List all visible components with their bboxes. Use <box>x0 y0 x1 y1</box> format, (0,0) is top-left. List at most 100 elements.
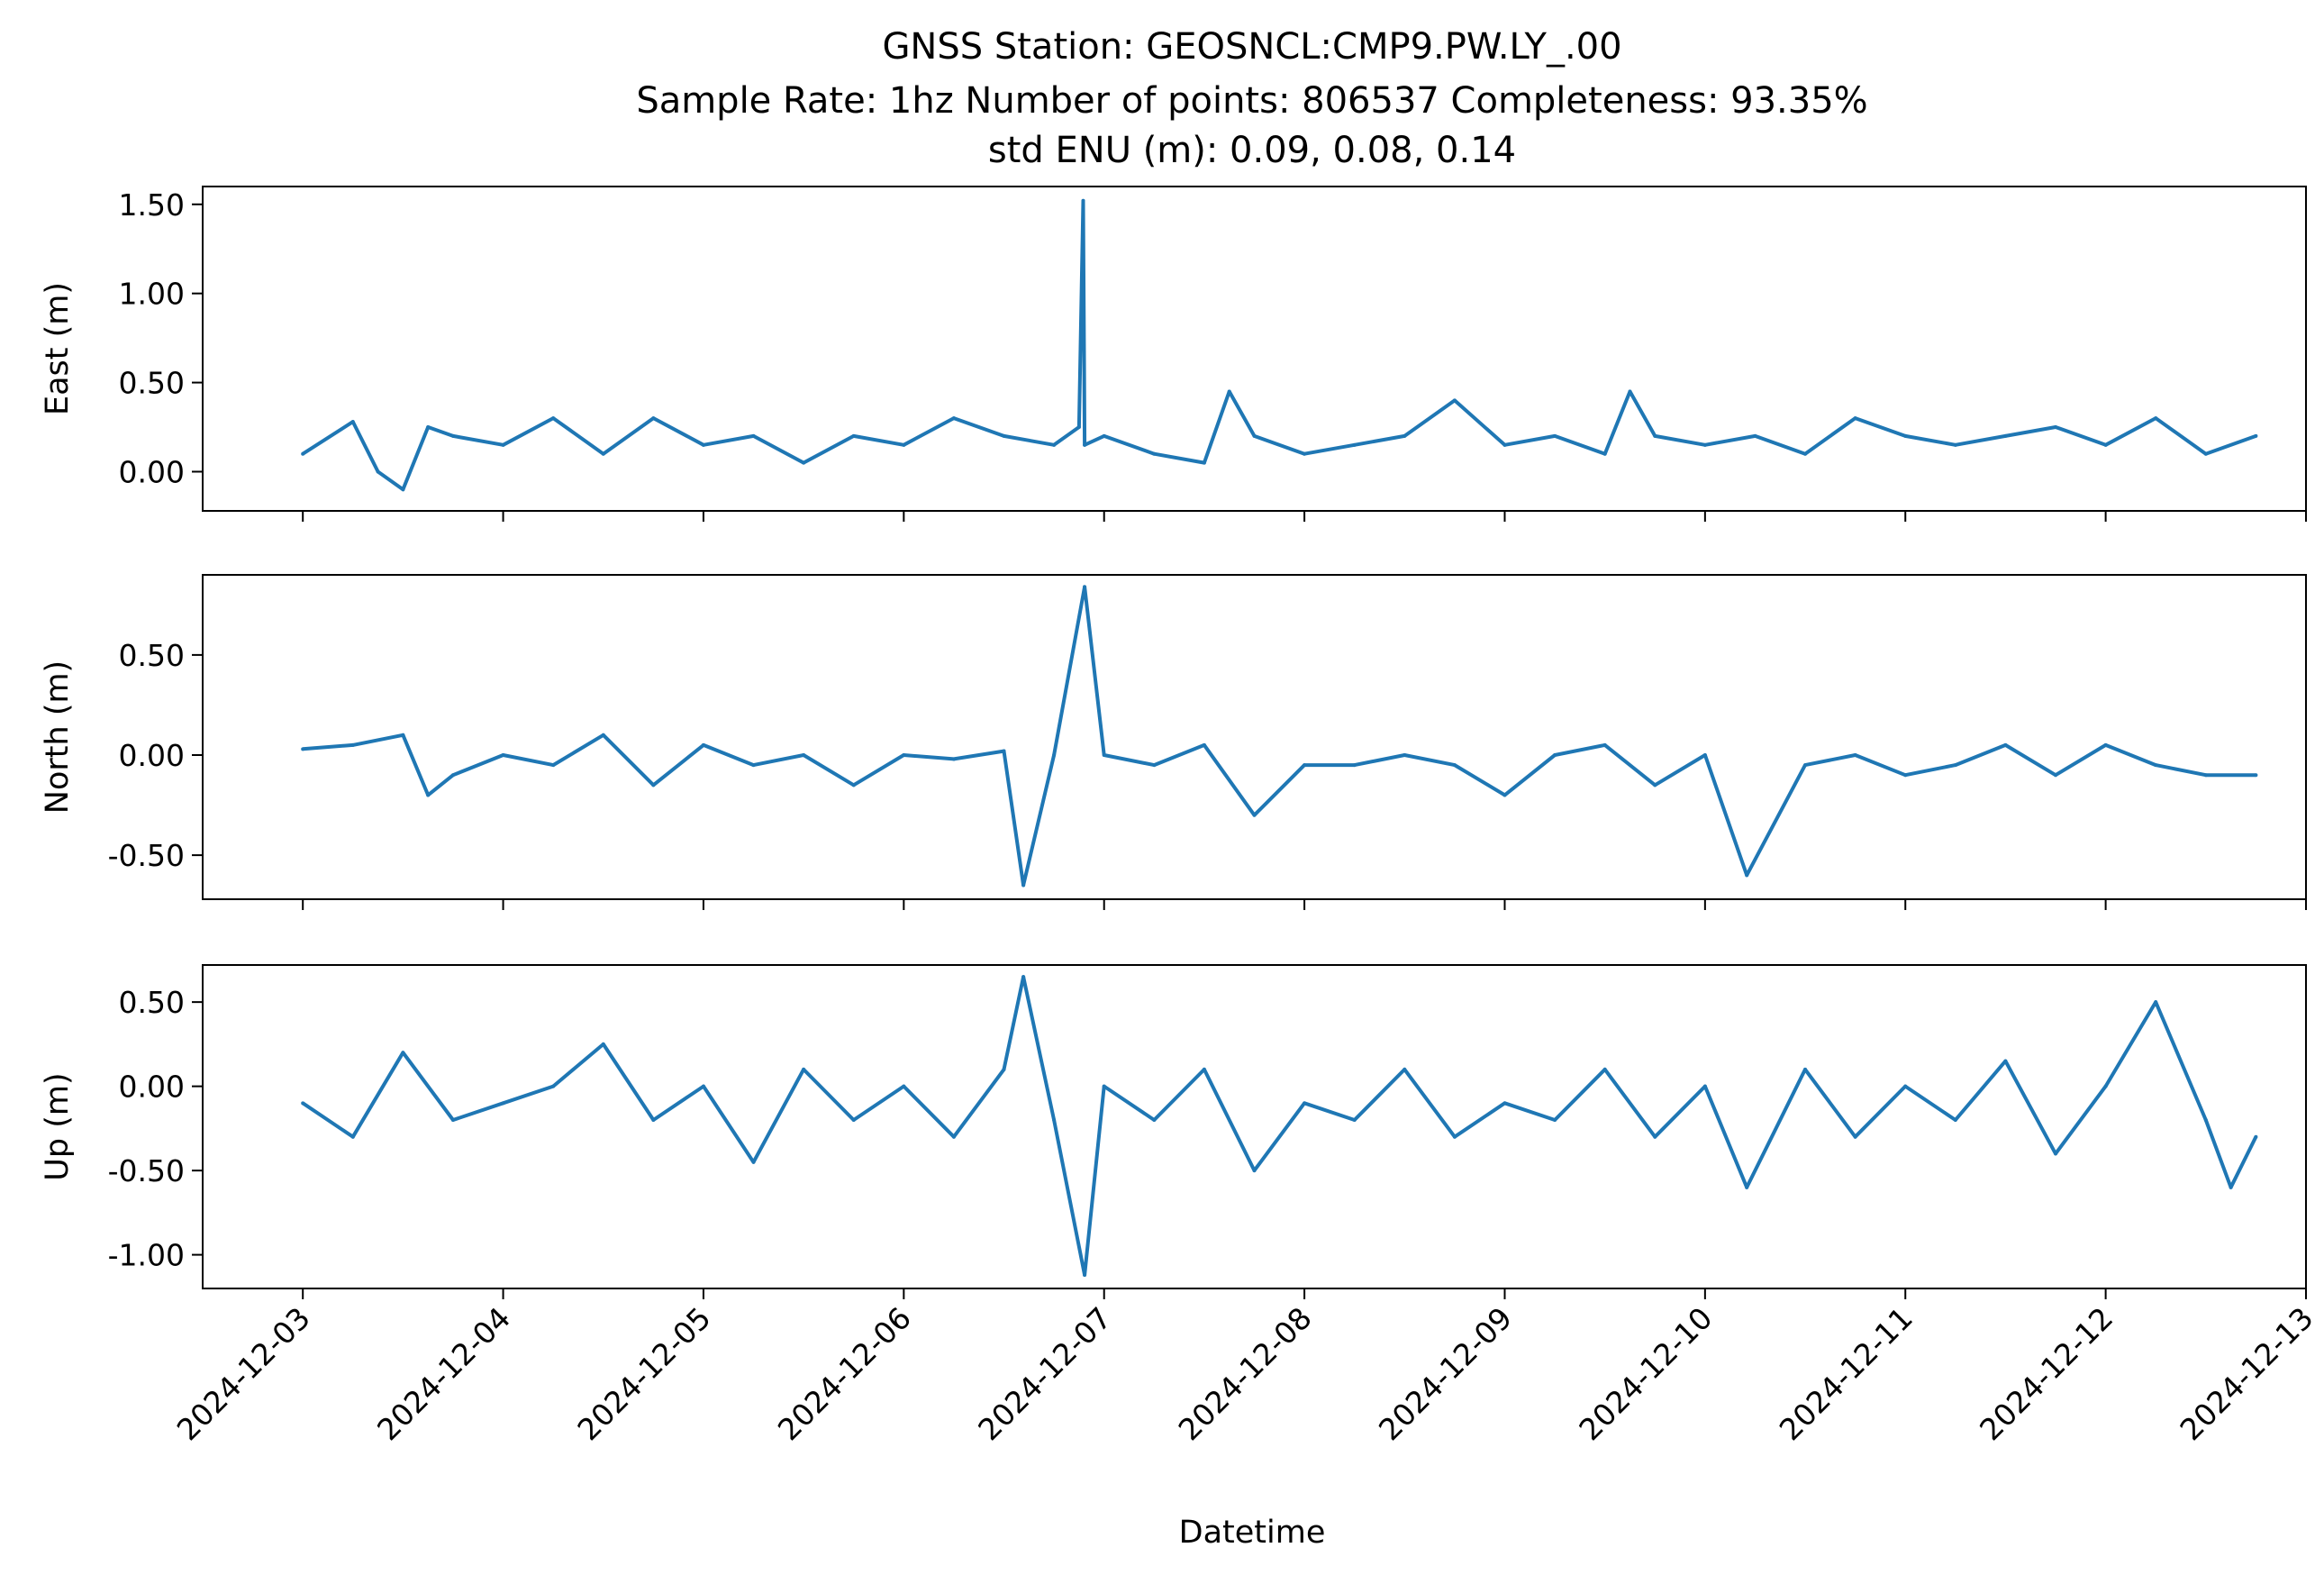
north-data-point <box>1602 742 1607 747</box>
east-data-point <box>2054 425 2058 430</box>
north-data-point <box>1052 753 1057 757</box>
up-y-tick-label: -0.50 <box>108 1153 185 1188</box>
up-data-point <box>1352 1118 1357 1123</box>
up-data-point <box>1903 1084 1908 1088</box>
up-data-point <box>1252 1169 1257 1173</box>
east-data-point <box>651 416 656 421</box>
up-data-point <box>1021 975 1026 979</box>
east-data-point <box>501 442 505 447</box>
north-data-point <box>1745 873 1749 878</box>
east-data-point <box>1553 433 1557 438</box>
north-data-point <box>1002 749 1006 753</box>
subplot-panels: 0.00 0.50 1.00 1.50 East (m) -0.50 0.00 0.50 Nor… <box>40 186 2307 1299</box>
east-data-point <box>1628 389 1632 394</box>
north-data-point <box>1083 585 1087 589</box>
north-data-point <box>1803 763 1808 768</box>
east-data-point <box>2254 433 2258 438</box>
north-data-point <box>1702 753 1707 757</box>
title-line-3: std ENU (m): 0.09, 0.08, 0.14 <box>988 130 1516 171</box>
east-data-point <box>350 420 355 424</box>
east-data-point <box>802 460 806 465</box>
east-data-point <box>301 451 305 456</box>
up-axes-frame <box>202 964 2307 1289</box>
north-data-point <box>1452 763 1457 768</box>
up-data-point <box>802 1067 806 1071</box>
north-data-point <box>1653 783 1657 788</box>
north-data-point <box>2203 773 2208 778</box>
east-data-point <box>951 416 956 421</box>
title-line-1: GNSS Station: GEOSNCL:CMP9.PW.LY_.00 <box>882 26 1621 68</box>
east-data-point <box>1502 442 1507 447</box>
north-data-point <box>851 783 856 788</box>
north-data-point <box>2254 773 2258 778</box>
east-data-point <box>376 469 380 474</box>
east-data-point <box>1602 451 1607 456</box>
up-y-axis-label: Up (m) <box>40 1072 76 1180</box>
up-data-point <box>651 1118 656 1123</box>
east-data-point <box>2003 433 2008 438</box>
north-data-point <box>2003 742 2008 747</box>
north-data-point <box>1853 753 1857 757</box>
up-data-point <box>2229 1185 2233 1189</box>
east-data-point <box>1903 433 1908 438</box>
north-data-point <box>902 753 906 757</box>
north-panel: -0.50 0.00 0.50 North (m) <box>40 574 2307 910</box>
up-y-tick-label: 0.00 <box>119 1070 185 1105</box>
east-y-axis-label: East (m) <box>40 282 76 415</box>
north-data-point <box>450 773 455 778</box>
north-data-point <box>1403 753 1407 757</box>
east-data-point <box>851 433 856 438</box>
north-data-point <box>350 742 355 747</box>
north-data-point <box>1021 883 1026 888</box>
up-data-point <box>1202 1067 1206 1071</box>
east-y-tick-label: 0.50 <box>119 366 185 401</box>
north-data-point <box>1953 763 1957 768</box>
north-data-point <box>1553 753 1557 757</box>
up-data-point <box>501 1101 505 1106</box>
up-y-tick-label: 0.50 <box>119 985 185 1020</box>
up-data-point <box>2154 1000 2158 1005</box>
north-data-point <box>1352 763 1357 768</box>
north-data-point <box>751 763 756 768</box>
east-y-tick-label: 1.50 <box>119 187 185 223</box>
east-data-point <box>1052 442 1057 447</box>
east-data-point <box>1076 425 1081 430</box>
east-data-point <box>1227 389 1231 394</box>
up-data-point <box>1602 1067 1607 1071</box>
east-axes-frame <box>202 186 2307 512</box>
east-data-point <box>1202 460 1206 465</box>
north-data-point <box>501 753 505 757</box>
north-data-point <box>1102 753 1106 757</box>
up-data-point <box>902 1084 906 1088</box>
east-data-point <box>1853 416 1857 421</box>
east-data-point <box>701 442 705 447</box>
up-data-point <box>1083 1273 1087 1278</box>
east-data-point <box>1702 442 1707 447</box>
east-data-point <box>1452 398 1457 403</box>
up-data-point <box>2103 1084 2108 1088</box>
up-data-point <box>1745 1185 1749 1189</box>
up-panel: -1.00 -0.50 0.00 0.50 Up (m) <box>40 964 2307 1299</box>
north-data-point <box>601 733 605 737</box>
up-data-point <box>2203 1118 2208 1123</box>
east-data-point <box>2203 451 2208 456</box>
up-data-point <box>350 1134 355 1139</box>
east-data-point <box>1352 442 1357 447</box>
north-data-point <box>426 793 431 797</box>
up-data-point <box>1152 1118 1157 1123</box>
north-data-point <box>1303 763 1307 768</box>
north-data-point <box>2103 742 2108 747</box>
up-y-tick-label: -1.00 <box>108 1238 185 1273</box>
east-data-point <box>1803 451 1808 456</box>
up-data-point <box>1403 1067 1407 1071</box>
north-data-point <box>2154 763 2158 768</box>
up-data-point <box>1303 1101 1307 1106</box>
north-data-point <box>1152 763 1157 768</box>
east-data-point <box>751 433 756 438</box>
up-data-point <box>601 1042 605 1046</box>
east-data-point <box>2103 442 2108 447</box>
east-y-tick-label: 1.00 <box>119 277 185 312</box>
east-data-point <box>1081 198 1085 203</box>
